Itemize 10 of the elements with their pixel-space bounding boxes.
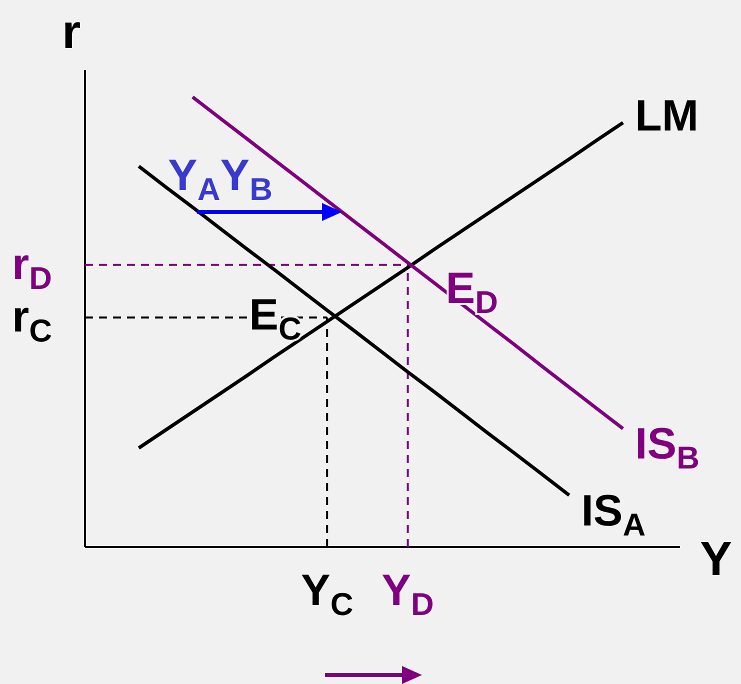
series-label: LM — [635, 92, 699, 141]
y-axis-title: r — [62, 6, 81, 59]
x-tick-label: Y$_{C}$ — [300, 566, 354, 622]
series-label: IS$_{B}$ — [635, 420, 700, 476]
x-tick-label: Y$_{D}$ — [382, 566, 434, 622]
series-label: IS$_{A}$ — [581, 486, 646, 542]
ref-line-label: r$_{C}$ — [12, 292, 52, 348]
ref-line-label: r$_{D}$ — [12, 240, 52, 296]
annotation: Y$_{A}$Y$_{B}$ — [168, 151, 272, 207]
x-axis-title: Y — [700, 533, 732, 586]
